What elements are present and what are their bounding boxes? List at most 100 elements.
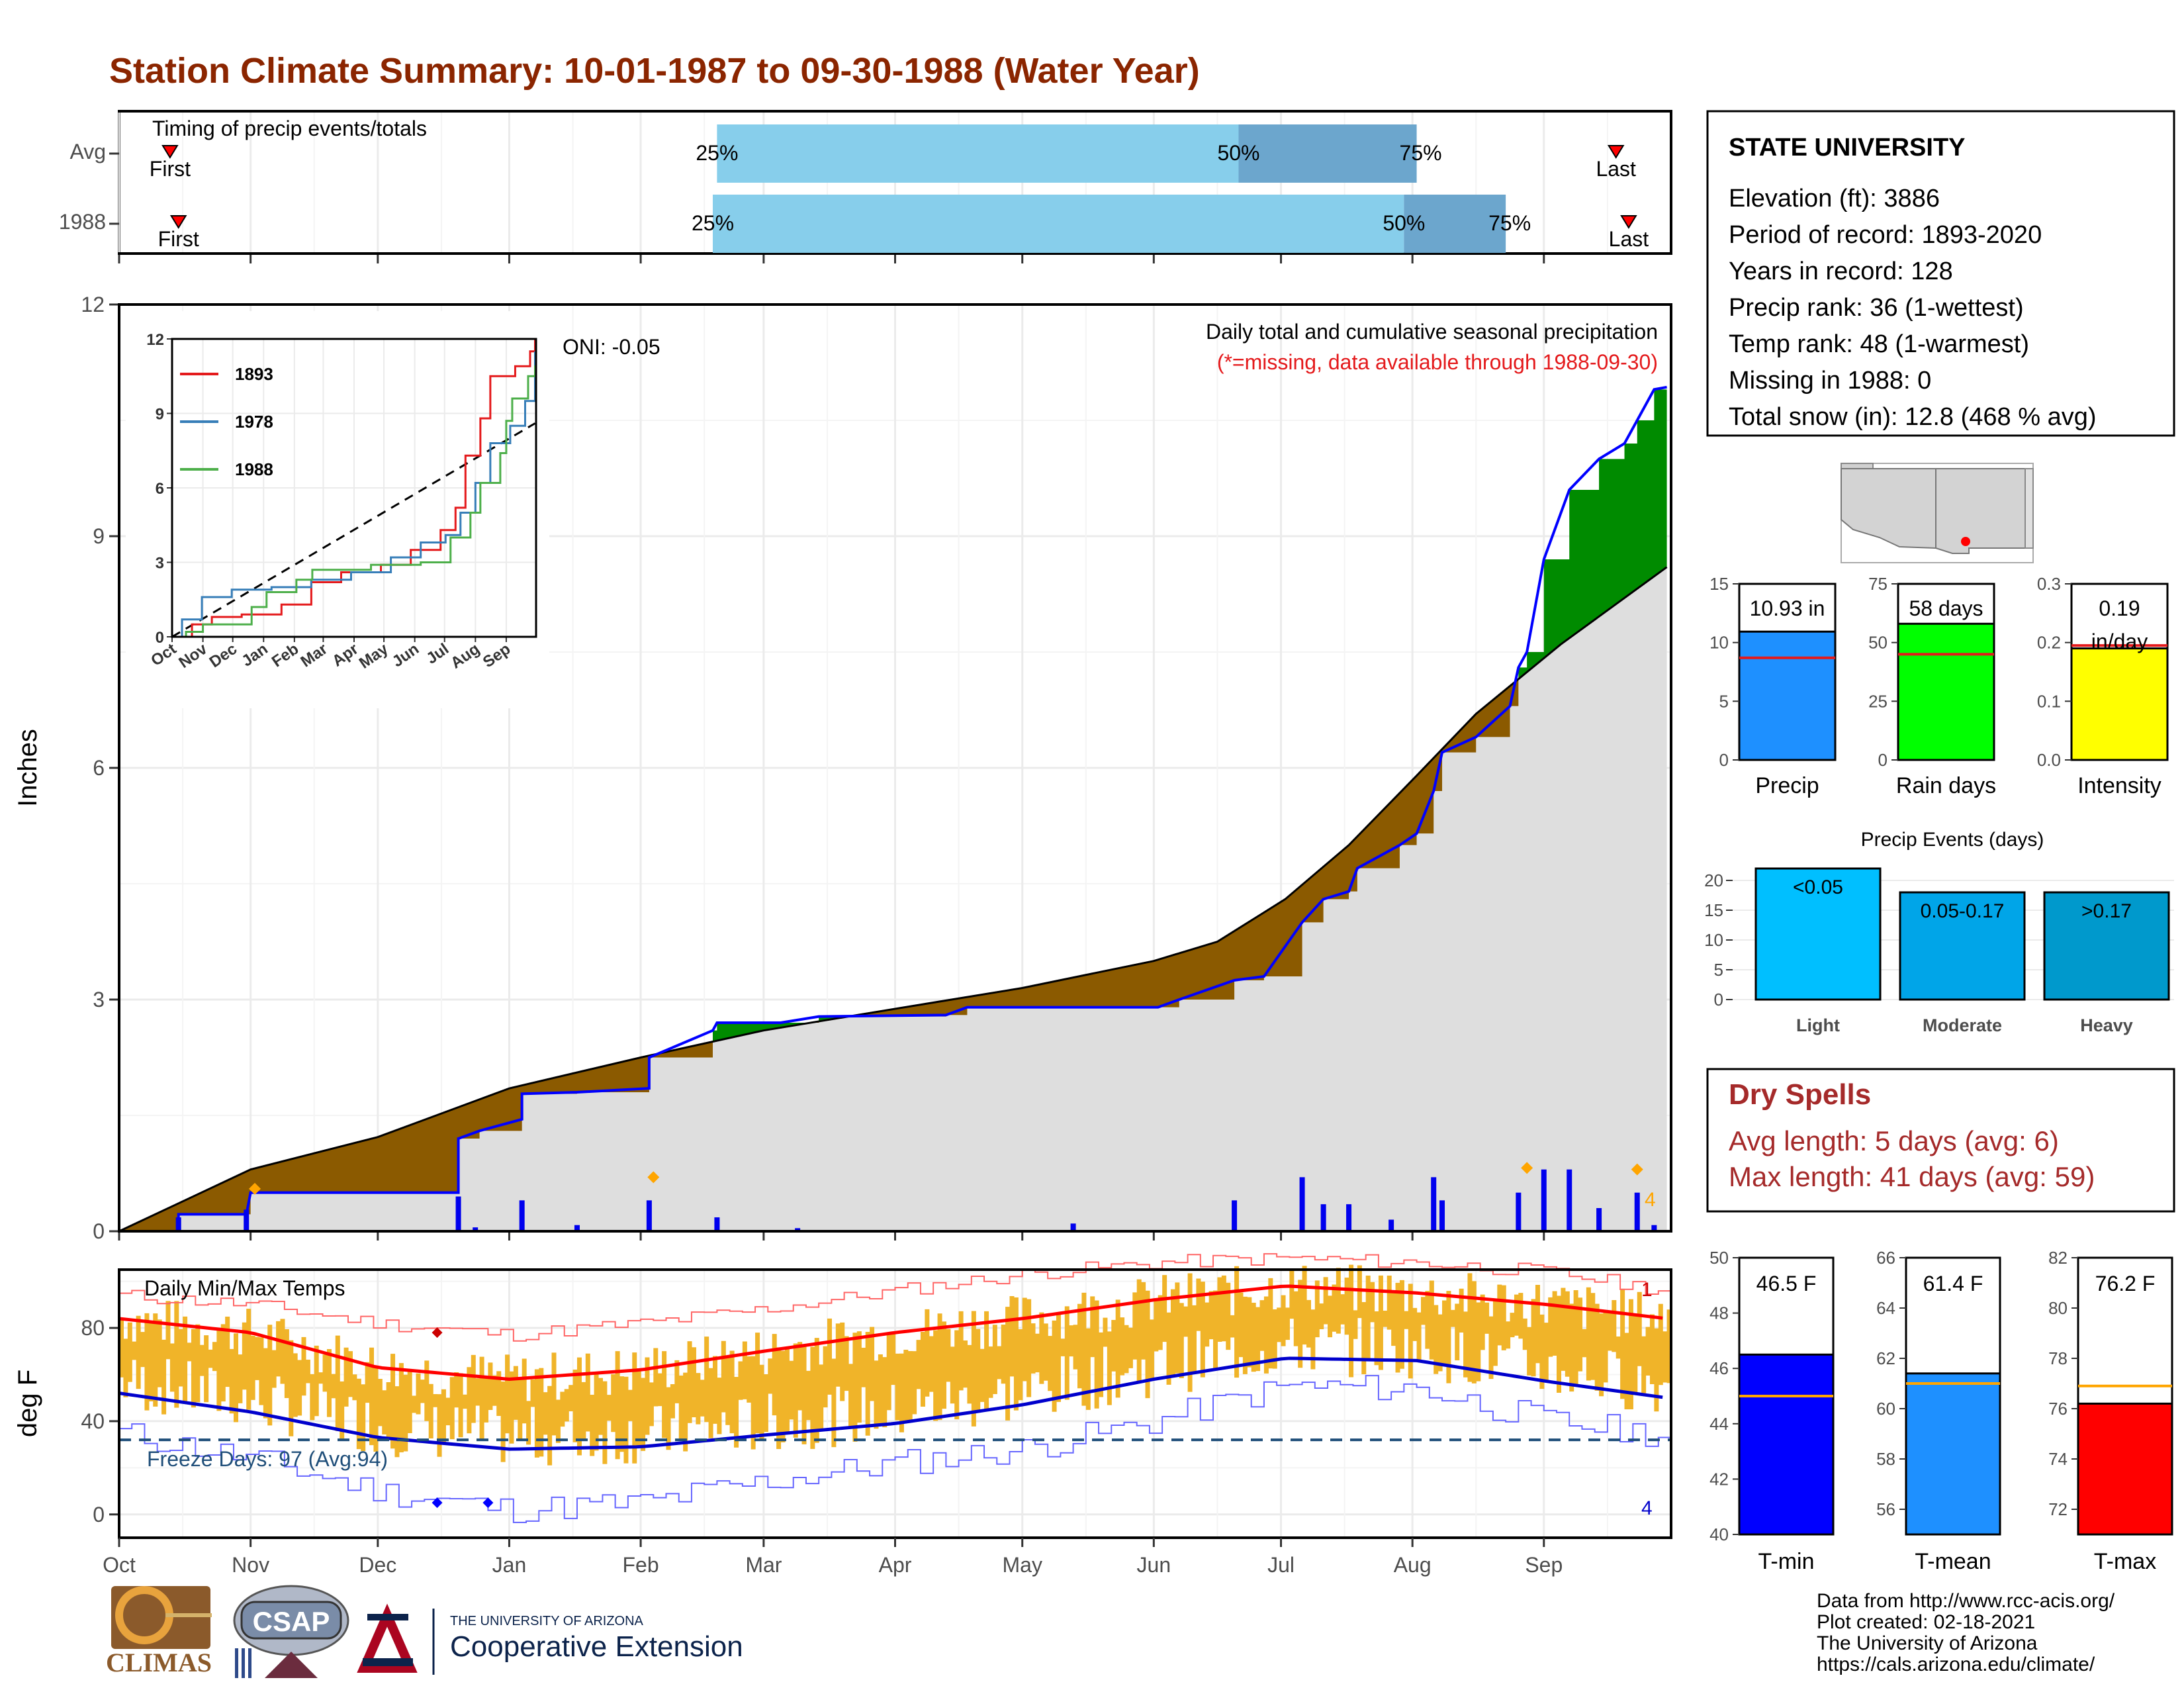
temp-summary-bar-0 xyxy=(1738,1353,1835,1536)
temp-record-marker-1 xyxy=(432,1497,443,1509)
month-label-Sep: Sep xyxy=(1525,1553,1563,1577)
precip-summary-value-1: 58 days xyxy=(1909,596,1983,620)
temp-summary-ytick-label-0-4: 48 xyxy=(1709,1303,1729,1323)
precip-daily-bar-2 xyxy=(455,1196,461,1231)
precip-summary-ytick-label-1-2: 50 xyxy=(1868,633,1888,653)
precip-events-panel: Precip Events (days) 0 5 10 15 20 <0.05 Light 0… xyxy=(1704,829,2174,1035)
precip-events-bin-label-1: 0.05-0.17 xyxy=(1921,900,2005,922)
month-label-Jan: Jan xyxy=(492,1553,527,1577)
inset-avg-dashed-line xyxy=(171,422,536,638)
station-info-frame xyxy=(1706,110,2175,437)
precip-summary-value-2-b: in/day xyxy=(2091,630,2148,653)
station-info-box: STATE UNIVERSITY Elevation (ft): 3886 Pe… xyxy=(1706,110,2175,437)
station-line-missing: Missing in 1988: 0 xyxy=(1729,367,1931,395)
month-label-Feb: Feb xyxy=(623,1553,659,1577)
precip-daily-bar-18 xyxy=(1541,1169,1547,1231)
precip-summary-ytick-label-1-0: 0 xyxy=(1878,750,1888,770)
footer-line-university: The University of Arizona xyxy=(1817,1632,2038,1654)
temp-panel: 0 40 80 Daily Min/Max Temps Freeze Days: 9… xyxy=(13,1253,1672,1539)
temp-record-marker-0 xyxy=(432,1327,443,1338)
csap-logo-text: CSAP xyxy=(253,1606,330,1637)
temp-summary-ytick-label-1-2: 60 xyxy=(1876,1399,1895,1419)
station-line-elevation: Elevation (ft): 3886 xyxy=(1729,185,1940,212)
temp-ylabel: deg F xyxy=(13,1370,42,1437)
precip-ytick-label-1: 3 xyxy=(93,988,105,1011)
precip-summary-bar-1 xyxy=(1897,622,1995,761)
precip-summary-label-1: Rain days xyxy=(1896,773,1996,798)
precip-panel-frame xyxy=(118,303,1672,1233)
climas-logo-text: CLIMAS xyxy=(106,1648,212,1677)
station-line-period: Period of record: 1893-2020 xyxy=(1729,221,2042,249)
precip-events-category-2: Heavy xyxy=(2080,1015,2133,1035)
inset-legend-label-1988: 1988 xyxy=(235,459,273,479)
station-location-dot xyxy=(1961,537,1970,546)
precip-below-avg-area xyxy=(123,679,1519,1231)
dry-spells-max: Max length: 41 days (avg: 59) xyxy=(1729,1161,2095,1192)
precip-daily-bar-9 xyxy=(1070,1223,1076,1231)
inset-series-line-1893 xyxy=(172,339,536,638)
inset-series-line-1978 xyxy=(172,351,536,638)
temp-summary-label-0: T-min xyxy=(1758,1549,1815,1574)
dry-spells-frame xyxy=(1706,1068,2175,1213)
timing-last-marker-0 xyxy=(1607,145,1625,159)
precip-events-ytick-label-1: 5 xyxy=(1714,960,1723,980)
precip-summary-ytick-label-2-0: 0.0 xyxy=(2037,750,2061,770)
precip-daily-bar-17 xyxy=(1516,1192,1522,1231)
timing-panel: 25% 50% 75% First Last 25% 50% 75% First Last Tim… xyxy=(59,110,1672,263)
month-axis: Oct Nov Dec Jan Feb Mar Apr May Jun Jul Aug Sep xyxy=(103,1538,1563,1577)
temp-summary-ytick-label-2-2: 76 xyxy=(2048,1399,2068,1419)
precip-events-bar-0 xyxy=(1754,867,1882,1001)
temp-daily-range-bars xyxy=(119,1264,1672,1466)
month-label-Apr: Apr xyxy=(879,1553,912,1577)
precip-events-ytick-label-4: 20 xyxy=(1704,870,1723,890)
month-label-May: May xyxy=(1002,1553,1042,1577)
precip-events-ytick-label-0: 0 xyxy=(1714,990,1723,1009)
temp-count-top: 1 xyxy=(1641,1279,1653,1301)
temp-summary-ytick-label-2-3: 78 xyxy=(2048,1348,2068,1368)
precip-events-category-0: Light xyxy=(1796,1015,1840,1035)
timing-first-marker-0 xyxy=(161,145,179,159)
temp-summary-ytick-label-2-5: 82 xyxy=(2048,1248,2068,1268)
temp-summary-ytick-label-1-1: 58 xyxy=(1876,1449,1895,1469)
precip-ylabel: Inches xyxy=(13,729,42,807)
precip-summary-ytick-label-0-2: 10 xyxy=(1709,633,1729,653)
precip-summary-ytick-label-2-1: 0.1 xyxy=(2037,691,2061,711)
temp-summary-label-2: T-max xyxy=(2094,1549,2156,1574)
precip-daily-bar-6 xyxy=(646,1200,652,1231)
precip-snow-marker-0 xyxy=(249,1182,261,1195)
precip-daily-bar-5 xyxy=(574,1225,580,1231)
precip-ytick-label-0: 0 xyxy=(93,1219,105,1243)
precip-summary-value-0: 10.93 in xyxy=(1750,596,1825,620)
precip-snow-marker-3 xyxy=(1631,1163,1643,1176)
precip-summary-ytick-label-1-3: 75 xyxy=(1868,574,1888,594)
precip-daily-bar-7 xyxy=(714,1217,720,1231)
temp-record-max-line xyxy=(119,1253,1671,1342)
timing-p75-label-0: 75% xyxy=(1400,141,1442,165)
university-of-arizona-logo: THE UNIVERSITY OF ARIZONA Cooperative Ex… xyxy=(357,1603,743,1675)
temp-summary-ytick-label-1-3: 62 xyxy=(1876,1348,1895,1368)
csap-logo: CSAP xyxy=(233,1585,349,1678)
temp-ytick-label-0: 0 xyxy=(93,1503,105,1526)
precip-events-ytick-label-2: 10 xyxy=(1704,930,1723,950)
station-line-temp-rank: Temp rank: 48 (1-warmest) xyxy=(1729,330,2029,358)
temp-summary-bar-1 xyxy=(1905,1372,2001,1536)
precip-summary-value-2-a: 0.19 xyxy=(2099,596,2140,620)
month-label-Dec: Dec xyxy=(359,1553,396,1577)
precip-daily-bar-13 xyxy=(1346,1204,1352,1231)
precip-annotation-count: 4 xyxy=(1645,1189,1656,1211)
precip-daily-bar-8 xyxy=(795,1228,801,1231)
timing-bar-25-50-1 xyxy=(712,195,1404,253)
precip-daily-bar-20 xyxy=(1596,1208,1602,1231)
precip-events-bin-label-2: >0.17 xyxy=(2081,900,2132,922)
precip-daily-bar-21 xyxy=(1634,1192,1640,1231)
temp-summary-ytick-label-0-3: 46 xyxy=(1709,1358,1729,1378)
climas-logo: CLIMAS xyxy=(106,1586,212,1677)
temp-summary-ytick-label-0-0: 40 xyxy=(1709,1524,1729,1544)
precip-summary-label-2: Intensity xyxy=(2077,773,2161,798)
logos: CLIMAS CSAP THE UNIVERSITY OF ARIZONA Co… xyxy=(106,1585,743,1678)
precip-summary-label-0: Precip xyxy=(1755,773,1819,798)
precip-daily-bar-11 xyxy=(1299,1177,1305,1231)
temp-summary-value-1: 61.4 F xyxy=(1923,1272,1983,1295)
timing-last-marker-1 xyxy=(1620,215,1637,229)
